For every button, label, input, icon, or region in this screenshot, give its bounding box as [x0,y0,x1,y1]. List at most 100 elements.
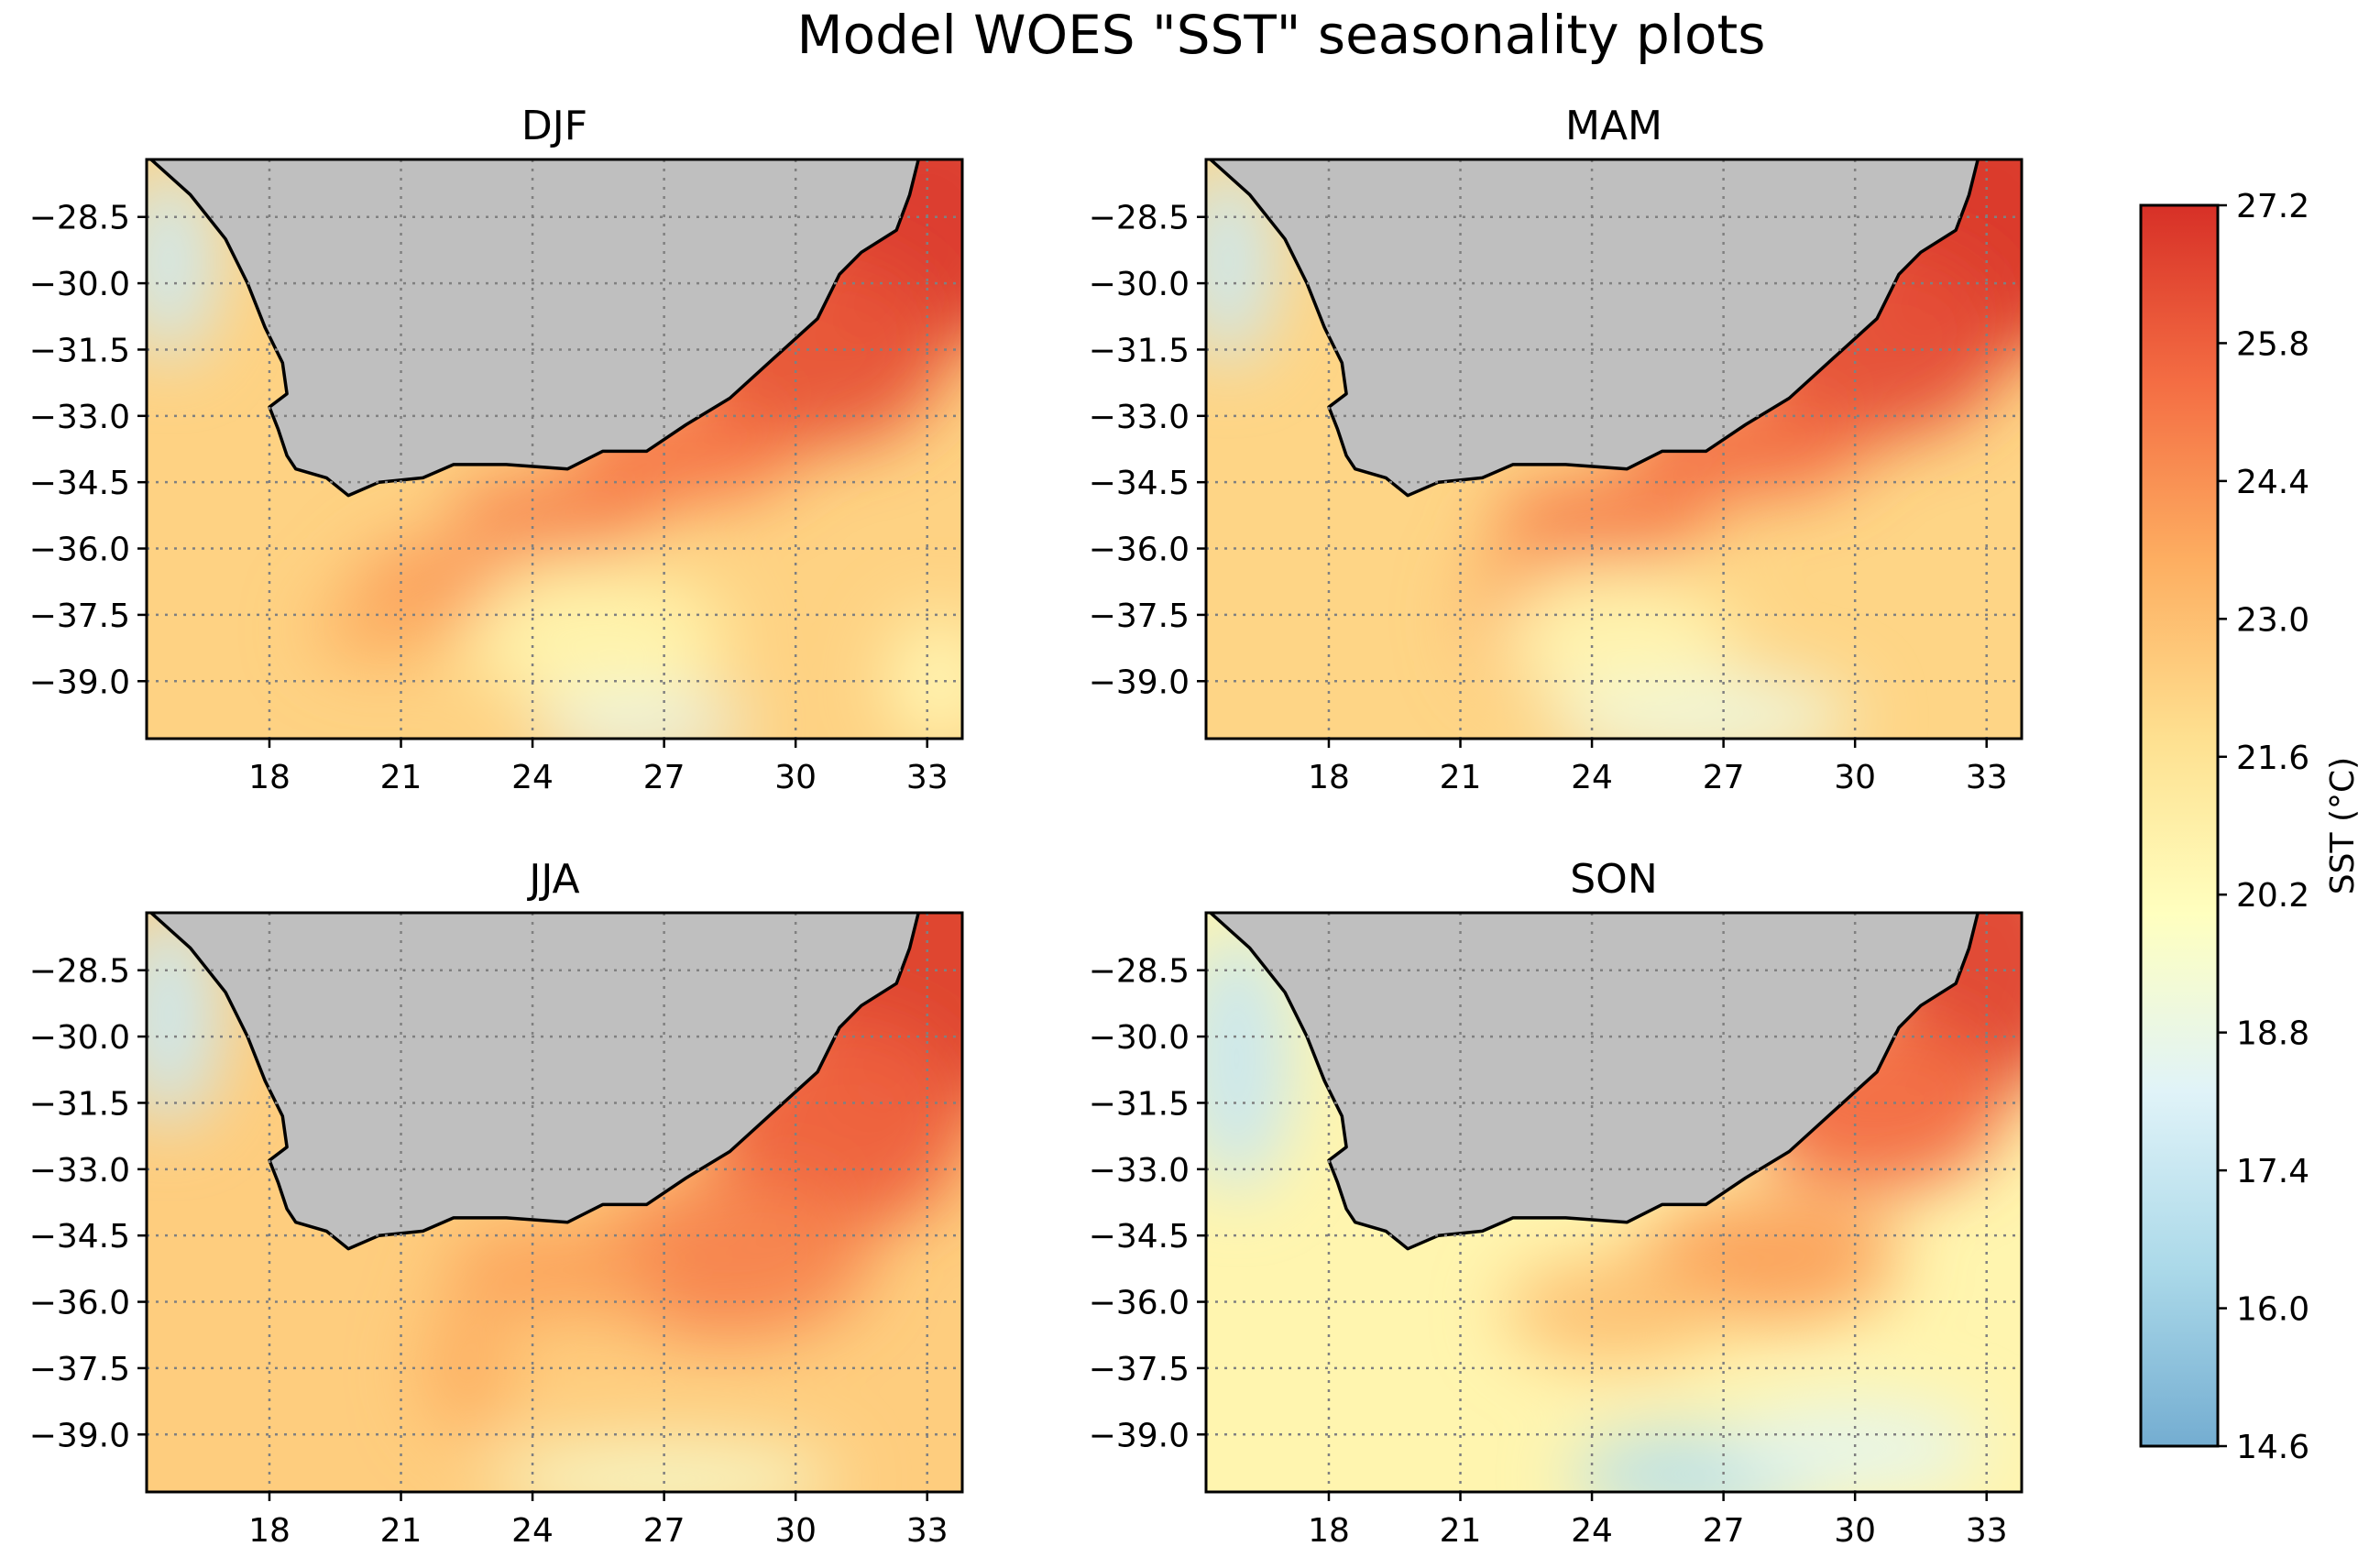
x-tick-label: 30 [774,1512,817,1550]
coastline [1209,913,1980,1251]
x-tick-label: 21 [1440,759,1482,796]
colorbar-tick-label: 18.8 [2236,1015,2309,1053]
sst-warm-feature [1495,477,1716,558]
y-tick-label: −31.5 [29,332,130,369]
y-tick-label: −36.0 [1089,1285,1190,1322]
sst-cool-feature [1491,579,1737,695]
sst-cool-feature [466,570,730,704]
sst-cool-feature [1206,159,1277,363]
y-tick-label: −33.0 [1089,1152,1190,1190]
x-tick-label: 18 [1308,1512,1350,1550]
y-tick-label: −34.5 [29,465,130,502]
y-tick-label: −28.5 [29,200,130,237]
x-tick-label: 18 [248,1512,291,1550]
axes-frame [1204,158,2024,740]
figure-title: Model WOES "SST" seasonality plots [797,4,1766,66]
sst-field [1206,913,2022,1492]
y-tick-label: −28.5 [1089,200,1190,237]
y-tick-label: −31.5 [1089,1085,1190,1123]
x-tick-label: 18 [248,759,291,796]
y-tick-label: −36.0 [1089,532,1190,569]
colorbar-tick-label: 21.6 [2236,740,2309,777]
sst-cool-feature [532,694,752,739]
land [147,913,919,1249]
panel-djf: 18 21 24 27 30 33 −28.5 −30.0 −31.5 −33.0 −34.5 −36… [29,103,964,796]
x-tick-label: 27 [643,759,685,796]
sst-field [1206,159,2022,739]
y-tick-label: −33.0 [1089,399,1190,436]
sst-cool-feature [488,1442,839,1492]
y-tick-label: −36.0 [29,532,130,569]
colorbar-tick-label: 23.0 [2236,601,2309,639]
x-tick-label: 24 [1571,1512,1613,1550]
y-tick-label: −33.0 [29,1152,130,1190]
x-tick-label: 27 [1703,759,1745,796]
y-tick-label: −33.0 [29,399,130,436]
colorbar-tick-label: 24.4 [2236,464,2309,501]
panel-son: 18 21 24 27 30 33 −28.5 −30.0 −31.5 −33.0 −34.5 −36… [1089,856,2024,1550]
sst-field [147,159,962,739]
y-tick-label: −31.5 [29,1085,130,1123]
gridlines [147,159,962,739]
x-tick-label: 33 [1966,1512,2008,1550]
panel-title: JJA [526,856,579,903]
y-tick-label: −39.0 [1089,1417,1190,1454]
land [1206,159,1979,496]
x-tick-label: 27 [643,1512,685,1550]
x-tick-label: 24 [511,1512,554,1550]
y-tick-label: −30.0 [1089,266,1190,303]
y-tick-label: −39.0 [29,1417,130,1454]
panel-title: DJF [521,103,587,149]
y-tick-label: −39.0 [29,663,130,701]
panel-jja: 18 21 24 27 30 33 −28.5 −30.0 −31.5 −33.0 −34.5 −36… [29,856,964,1550]
y-tick-label: −34.5 [29,1218,130,1255]
sst-cool-feature [1206,926,1294,1191]
y-tick-label: −30.0 [29,266,130,303]
x-tick-label: 30 [774,759,817,796]
colorbar-label: SST (°C) [2324,757,2362,894]
axes-frame [1204,911,2024,1494]
y-tick-label: −28.5 [1089,953,1190,991]
y-tick-label: −34.5 [1089,465,1190,502]
sst-warm-feature [444,1226,664,1316]
panels: 18 21 24 27 30 33 −28.5 −30.0 −31.5 −33.0 −34.5 −36… [29,103,2024,1550]
panel-mam: 18 21 24 27 30 33 −28.5 −30.0 −31.5 −33.0 −34.5 −36… [1089,103,2024,796]
x-tick-label: 21 [380,759,422,796]
panel-title: MAM [1565,103,1662,149]
sst-warm-feature [313,592,445,663]
gridlines [1206,159,2022,739]
colorbar: 27.2 25.8 24.4 23.0 21.6 20.2 18.8 17.4 16.0 14.6… [2139,188,2362,1466]
x-tick-label: 27 [1703,1512,1745,1550]
y-tick-label: −31.5 [1089,332,1190,369]
y-tick-label: −36.0 [29,1285,130,1322]
x-tick-label: 30 [1834,759,1876,796]
x-tick-label: 33 [906,1512,949,1550]
y-tick-label: −39.0 [1089,663,1190,701]
colorbar-gradient [2139,203,2220,1448]
colorbar-tick-label: 27.2 [2236,188,2309,225]
x-tick-label: 21 [380,1512,422,1550]
colorbar-tick-label: 20.2 [2236,877,2309,915]
y-tick-label: −37.5 [1089,598,1190,635]
sst-warm-feature [589,1178,871,1338]
axes-frame [145,158,964,740]
colorbar-tick-label: 14.6 [2236,1429,2309,1466]
gridlines [1206,913,2022,1492]
coastline [149,159,920,498]
axes-frame [145,911,964,1494]
x-tick-label: 18 [1308,759,1350,796]
y-tick-label: −28.5 [29,953,130,991]
sst-cool-feature [1723,1403,1987,1492]
y-tick-label: −37.5 [29,1351,130,1388]
gridlines [147,913,962,1492]
sst-cool-feature [147,163,217,359]
y-tick-label: −30.0 [1089,1019,1190,1057]
sst-field [147,913,962,1492]
coastline [149,913,920,1251]
x-tick-label: 24 [511,759,554,796]
sst-warm-feature [1504,1257,1724,1365]
sst-cool-feature [887,614,962,739]
land [1206,913,1979,1249]
y-tick-label: −37.5 [29,598,130,635]
